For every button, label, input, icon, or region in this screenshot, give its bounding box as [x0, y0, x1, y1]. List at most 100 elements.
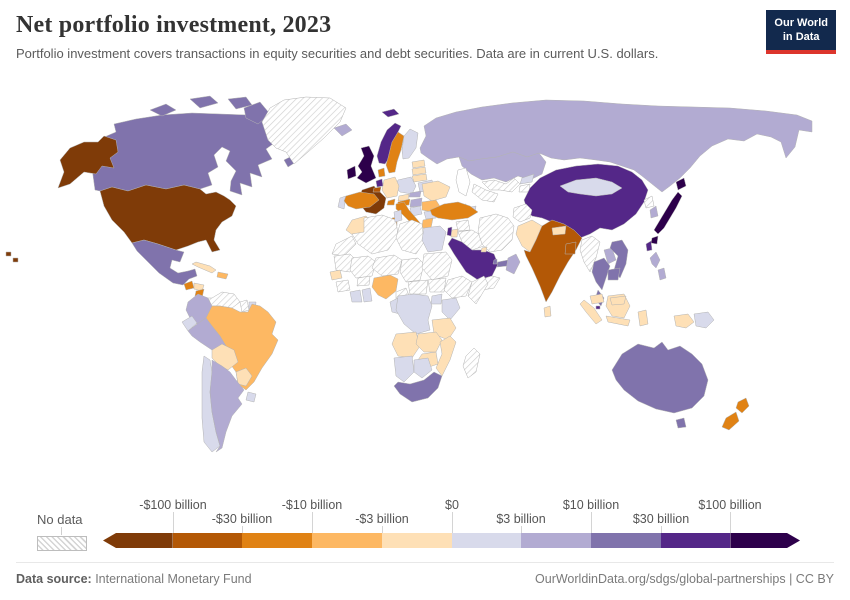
legend-bin-8[interactable] [660, 533, 731, 548]
country-slovakia[interactable] [408, 190, 422, 198]
country-new-zealand-south[interactable] [721, 411, 740, 431]
country-saudi-arabia[interactable] [447, 237, 499, 281]
country-uganda[interactable] [430, 293, 443, 305]
country-angola[interactable] [391, 331, 421, 359]
country-sudan[interactable] [421, 251, 453, 281]
country-malaysia[interactable] [589, 293, 605, 305]
country-spain[interactable] [343, 191, 380, 210]
country-guyana[interactable] [239, 299, 250, 313]
country-philippines[interactable] [657, 267, 667, 281]
country-philippines[interactable] [649, 251, 661, 269]
country-western-sahara[interactable] [331, 235, 357, 257]
country-myanmar[interactable] [579, 235, 601, 273]
country-ecuador[interactable] [181, 315, 198, 332]
country-bolivia[interactable] [211, 343, 239, 371]
country-mexico[interactable] [131, 239, 198, 286]
country-south-sudan[interactable] [427, 277, 447, 293]
country-germany[interactable] [381, 176, 400, 199]
country-ghana[interactable] [361, 287, 373, 303]
country-uruguay[interactable] [245, 391, 257, 403]
country-indonesia-sulawesi[interactable] [637, 309, 649, 327]
country-indonesia-papua[interactable] [673, 313, 695, 329]
country-united-states[interactable] [99, 184, 237, 253]
legend-bin-2[interactable] [242, 533, 313, 548]
legend-bin-5[interactable] [451, 533, 522, 548]
country-nepal[interactable] [551, 225, 567, 236]
country-guinea[interactable] [335, 279, 351, 293]
country-belgium[interactable] [372, 186, 382, 193]
country-sweden[interactable] [385, 131, 405, 174]
country-ukraine[interactable] [421, 180, 451, 202]
country-libya[interactable] [395, 219, 425, 255]
country-india[interactable] [523, 219, 583, 303]
country-dr-congo[interactable] [395, 293, 433, 335]
country-north-korea[interactable] [643, 195, 655, 209]
country-vietnam[interactable] [609, 239, 629, 279]
country-denmark[interactable] [377, 167, 386, 178]
country-cuba[interactable] [191, 261, 217, 274]
country-venezuela[interactable] [207, 291, 241, 309]
country-canada[interactable] [91, 112, 279, 196]
country-cote-divoire[interactable] [349, 289, 363, 303]
legend-bin-7[interactable] [590, 533, 661, 548]
country-niger[interactable] [371, 254, 403, 277]
country-south-korea[interactable] [649, 205, 659, 219]
country-ireland[interactable] [346, 165, 357, 180]
country-finland[interactable] [401, 128, 419, 160]
country-kyrgyzstan[interactable] [519, 173, 535, 185]
country-taiwan[interactable] [645, 240, 653, 252]
country-latvia[interactable] [411, 166, 427, 176]
country-mali[interactable] [349, 255, 377, 279]
country-papua-new-guinea[interactable] [693, 311, 715, 329]
country-australia[interactable] [611, 341, 709, 414]
country-iceland[interactable] [333, 123, 353, 137]
country-bangladesh[interactable] [564, 241, 577, 255]
country-iran[interactable] [477, 213, 515, 253]
country-syria[interactable] [455, 219, 471, 232]
country-chad[interactable] [399, 257, 425, 283]
country-madagascar[interactable] [462, 347, 481, 379]
country-indonesia-sumatra[interactable] [579, 299, 603, 325]
country-kazakhstan[interactable] [458, 151, 547, 183]
country-cambodia[interactable] [607, 267, 621, 281]
country-jordan[interactable] [450, 228, 459, 238]
country-japan-honshu[interactable] [653, 191, 683, 235]
country-south-africa[interactable] [393, 371, 443, 403]
country-united-states-alaska[interactable] [57, 135, 119, 189]
country-tunisia[interactable] [393, 209, 403, 223]
country-lithuania[interactable] [411, 173, 428, 183]
country-canada[interactable] [189, 95, 219, 109]
country-malaysia-borneo[interactable] [609, 295, 627, 306]
country-namibia[interactable] [393, 355, 415, 383]
country-qatar[interactable] [492, 258, 498, 265]
country-oman[interactable] [505, 253, 521, 275]
country-norway-svalbard[interactable] [381, 108, 400, 118]
country-ethiopia[interactable] [443, 275, 473, 299]
country-turkey[interactable] [429, 201, 479, 221]
country-kenya[interactable] [441, 297, 461, 321]
country-egypt[interactable] [421, 225, 447, 253]
country-united-arab-emirates[interactable] [496, 259, 509, 268]
country-new-zealand-north[interactable] [735, 397, 750, 414]
country-laos[interactable] [603, 247, 617, 265]
country-turkmenistan[interactable] [471, 183, 499, 203]
country-somalia[interactable] [467, 275, 489, 305]
legend-bin-0[interactable] [103, 533, 173, 548]
country-algeria[interactable] [351, 214, 399, 255]
country-singapore[interactable] [595, 305, 601, 310]
country-japan-hokkaido[interactable] [675, 177, 687, 191]
country-senegal[interactable] [329, 269, 343, 281]
hawaii-islands[interactable] [12, 257, 19, 263]
country-nigeria[interactable] [371, 274, 399, 300]
legend-bin-3[interactable] [312, 533, 382, 548]
legend-bin-4[interactable] [381, 533, 452, 548]
country-afghanistan[interactable] [512, 203, 533, 223]
country-switzerland[interactable] [386, 198, 396, 206]
country-indonesia-java[interactable] [605, 315, 631, 327]
country-australia-tasmania[interactable] [675, 417, 687, 429]
legend-bin-9[interactable] [730, 533, 800, 548]
country-zambia[interactable] [415, 331, 443, 353]
country-japan-kyushu[interactable] [650, 235, 659, 245]
country-estonia[interactable] [411, 159, 426, 169]
country-botswana[interactable] [413, 357, 433, 379]
